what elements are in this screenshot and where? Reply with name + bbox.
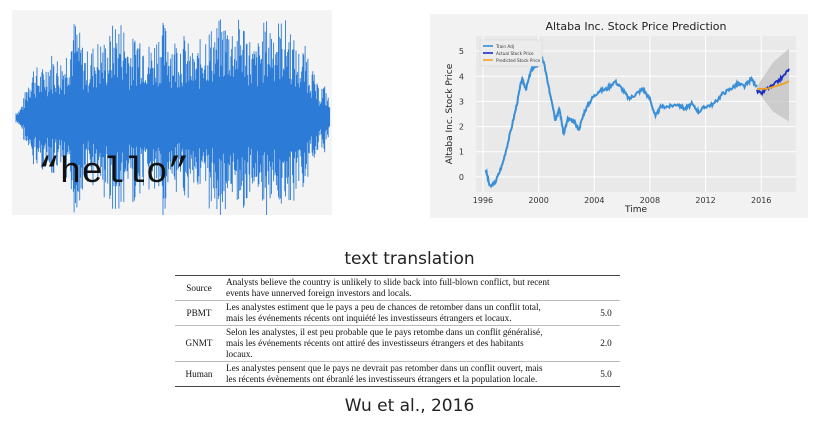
- x-tick-label: 2016: [751, 196, 771, 205]
- text-line: les récents évènements ont ébranlé les i…: [226, 374, 538, 384]
- score-cell: 5.0: [592, 361, 620, 387]
- text-translation-heading: text translation: [344, 249, 475, 269]
- table-row: Source Analysts believe the country is un…: [175, 275, 620, 301]
- chart-title: Altaba Inc. Stock Price Prediction: [545, 20, 726, 33]
- y-tick-label: 4: [459, 72, 464, 81]
- text-line: mais les événements récents ont inquiété…: [226, 313, 512, 323]
- waveform-strokes: [15, 19, 331, 215]
- translation-text-cell: Selon les analystes, il est peu probable…: [223, 325, 592, 362]
- system-name-cell: GNMT: [175, 325, 223, 362]
- citation-label: Wu et al., 2016: [344, 396, 475, 416]
- y-tick-label: 2: [459, 123, 464, 132]
- x-tick-label: 2000: [528, 196, 548, 205]
- text-line: Les analystes pensent que le pays ne dev…: [226, 363, 543, 373]
- text-line: locaux.: [226, 349, 253, 359]
- x-axis-label: Time: [624, 205, 647, 215]
- text-line: Selon les analystes, il est peu probable…: [226, 327, 543, 337]
- x-tick-label: 1996: [473, 196, 493, 205]
- translation-text-cell: Analysts believe the country is unlikely…: [223, 275, 592, 301]
- chart-legend: Train Adj Actual Stock Price Predicted Sto…: [479, 39, 543, 67]
- text-line: mais les événements récents ont attiré d…: [226, 338, 524, 348]
- translation-text-cell: Les analystes pensent que le pays ne dev…: [223, 361, 592, 387]
- audio-waveform-panel: “hello”: [12, 10, 332, 215]
- y-tick-label: 1: [459, 148, 464, 157]
- system-name-cell: Human: [175, 361, 223, 387]
- series-line-0: [484, 49, 758, 189]
- score-cell: 5.0: [592, 300, 620, 326]
- chart-svg: 1996 2000 2004 2008 2012 2016 0 1 2 3 4 5 Train Adj A…: [445, 20, 796, 215]
- stock-price-chart: 1996 2000 2004 2008 2012 2016 0 1 2 3 4 5 Train Adj A…: [430, 14, 808, 218]
- y-axis-label: Altaba Inc. Stock Price: [445, 63, 455, 164]
- x-tick-label: 2008: [640, 196, 660, 205]
- table-row: PBMT Les analystes estiment que le pays a…: [175, 300, 620, 326]
- x-tick-label: 2012: [695, 196, 715, 205]
- system-name-cell: PBMT: [175, 300, 223, 326]
- text-line: events have unnerved foreign investors a…: [226, 288, 412, 298]
- system-name-cell: Source: [175, 275, 223, 301]
- text-line: Analysts believe the country is unlikely…: [226, 277, 550, 287]
- y-tick-label: 0: [459, 173, 464, 182]
- translation-text-cell: Les analystes estiment que le pays a peu…: [223, 300, 592, 326]
- text-line: Les analystes estiment que le pays a peu…: [226, 302, 541, 312]
- y-tick-label: 3: [459, 97, 464, 106]
- table-row: Human Les analystes pensent que le pays n…: [175, 361, 620, 387]
- legend-label: Train Adj: [495, 44, 514, 49]
- score-cell: [592, 275, 620, 301]
- x-tick-label: 2004: [584, 196, 604, 205]
- score-cell: 2.0: [592, 325, 620, 362]
- translation-table: Source Analysts believe the country is un…: [175, 275, 620, 387]
- table-row: GNMT Selon les analystes, il est peu prob…: [175, 325, 620, 362]
- series-line-1: [756, 68, 790, 96]
- y-tick-label: 5: [459, 47, 464, 56]
- series-line-2: [757, 80, 790, 90]
- legend-label: Predicted Stock Price: [496, 58, 541, 63]
- hello-word-label: “hello”: [38, 152, 190, 193]
- legend-label: Actual Stock Price: [496, 51, 534, 56]
- waveform-icon: [15, 19, 331, 215]
